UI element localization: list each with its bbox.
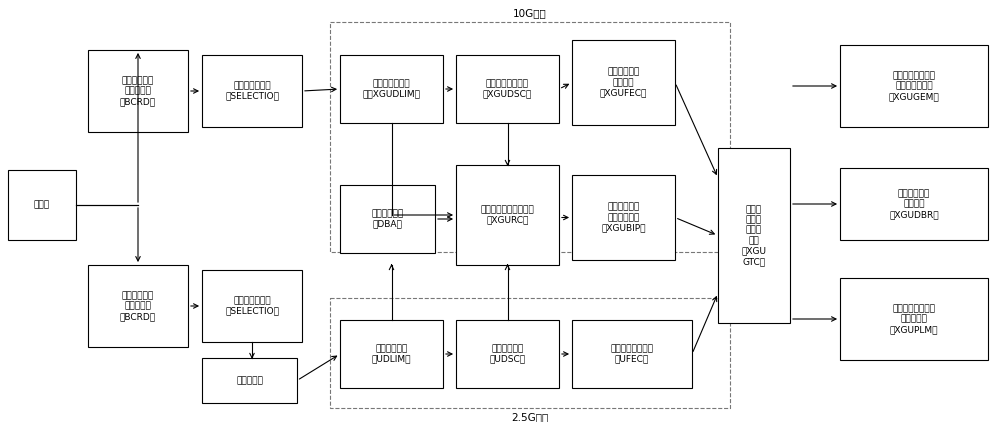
Text: 上行突发时钟
和数据恢复
（BCRD）: 上行突发时钟 和数据恢复 （BCRD） <box>120 76 156 106</box>
Bar <box>456 320 559 388</box>
Text: 光模块: 光模块 <box>34 200 50 209</box>
Bar <box>840 278 988 360</box>
Bar <box>340 320 443 388</box>
Text: 带宽动态分配
（DBA）: 带宽动态分配 （DBA） <box>371 209 404 229</box>
Text: 万兆上行解扰单元
（XGUDSC）: 万兆上行解扰单元 （XGUDSC） <box>483 79 532 99</box>
Text: 上行定界单元
（UDLIM）: 上行定界单元 （UDLIM） <box>372 344 411 364</box>
Bar <box>572 320 692 388</box>
Text: 万兆上行接收控制单元
（XGURC）: 万兆上行接收控制单元 （XGURC） <box>481 205 534 225</box>
Bar <box>840 168 988 240</box>
Text: 2.5G通路: 2.5G通路 <box>511 412 549 422</box>
Bar <box>8 170 76 240</box>
Bar <box>840 45 988 127</box>
Bar <box>456 165 559 265</box>
Bar <box>572 175 675 260</box>
Text: 万兆上行定界单
元（XGUDLIM）: 万兆上行定界单 元（XGUDLIM） <box>362 79 420 99</box>
Bar <box>456 55 559 123</box>
Bar <box>202 358 297 403</box>
Text: 上行突发时钟
和数据恢复
（BCRD）: 上行突发时钟 和数据恢复 （BCRD） <box>120 291 156 321</box>
Bar <box>88 50 188 132</box>
Text: 10G通路: 10G通路 <box>513 8 547 18</box>
Text: 差分转单端单元
（SELECTIO）: 差分转单端单元 （SELECTIO） <box>225 81 279 101</box>
Bar <box>202 55 302 127</box>
Text: 上行解扰单元
（UDSC）: 上行解扰单元 （UDSC） <box>489 344 526 364</box>
Text: 上行前向纠错单元
（UFEC）: 上行前向纠错单元 （UFEC） <box>610 344 654 364</box>
Text: 万兆上行动态
带宽报告
（XGUDBR）: 万兆上行动态 带宽报告 （XGUDBR） <box>889 189 939 219</box>
Bar <box>340 185 435 253</box>
Text: 万兆上行比特
间插奇偶校验
（XGUBIP）: 万兆上行比特 间插奇偶校验 （XGUBIP） <box>601 203 646 233</box>
Text: 差分转单端单元
（SELECTIO）: 差分转单端单元 （SELECTIO） <box>225 296 279 316</box>
Bar <box>330 22 730 252</box>
Text: 万兆无源光网络封
装方式解帧单元
（XGUGEM）: 万兆无源光网络封 装方式解帧单元 （XGUGEM） <box>889 71 939 101</box>
Text: 万兆上行前向
纠错单元
（XGUFEC）: 万兆上行前向 纠错单元 （XGUFEC） <box>600 68 647 97</box>
Bar <box>572 40 675 125</box>
Text: 万兆上行物理层操
作管理维护
（XGUPLM）: 万兆上行物理层操 作管理维护 （XGUPLM） <box>890 304 938 334</box>
Bar <box>88 265 188 347</box>
Bar <box>340 55 443 123</box>
Bar <box>202 270 302 342</box>
Text: 降采样单元: 降采样单元 <box>236 376 263 385</box>
Bar <box>718 148 790 323</box>
Text: 万兆无
源光网
络传输
汇聚
（XGU
GTC）: 万兆无 源光网 络传输 汇聚 （XGU GTC） <box>742 205 767 266</box>
Bar <box>330 298 730 408</box>
